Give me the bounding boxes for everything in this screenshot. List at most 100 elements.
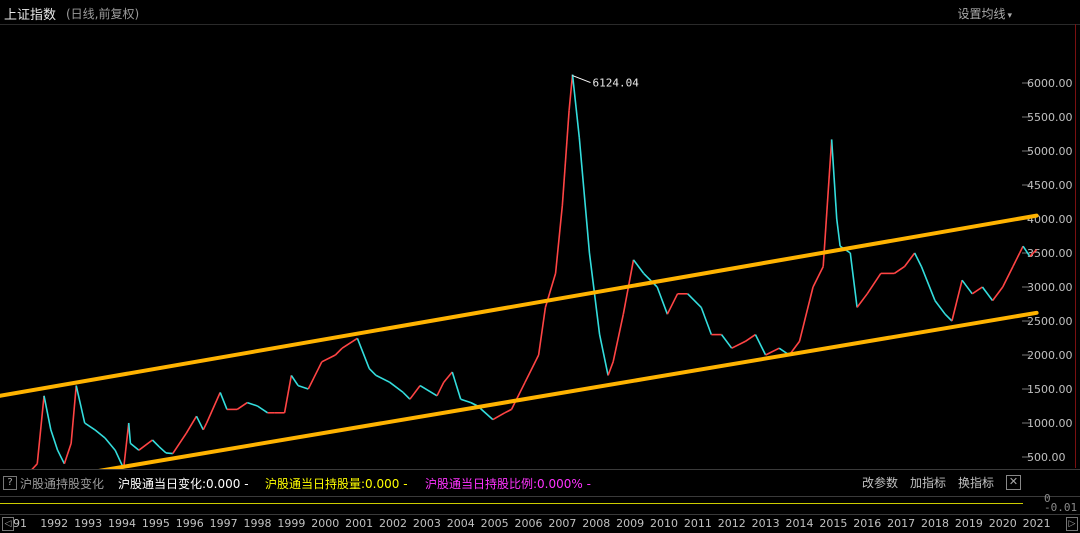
start-label: 95.79 xyxy=(24,467,57,469)
price-segment xyxy=(127,422,132,444)
channel-line-upper xyxy=(0,213,1039,398)
y-tick-label: 2000.00 xyxy=(1027,349,1073,362)
x-tick-label: 2001 xyxy=(345,517,374,530)
x-tick-label: 2002 xyxy=(378,517,407,530)
peak-label: 6124.04 xyxy=(593,77,640,90)
x-tick-label: 1993 xyxy=(74,517,103,530)
price-segment xyxy=(138,439,153,451)
price-segment xyxy=(720,334,733,349)
price-segment xyxy=(451,371,462,400)
y-tick-label: 1000.00 xyxy=(1027,417,1073,430)
y-tick-label: 3500.00 xyxy=(1027,247,1073,260)
price-segment xyxy=(402,391,411,400)
price-segment xyxy=(436,381,445,397)
price-segment xyxy=(75,385,86,424)
x-tick-label: 1997 xyxy=(209,517,238,530)
x-tick-label: 2003 xyxy=(412,517,441,530)
price-segment xyxy=(798,286,814,342)
price-chart: 500.00 1000.00 1500.00 2000.00 2500.00 3000.0… xyxy=(0,74,1073,469)
price-segment xyxy=(856,293,868,308)
price-segment xyxy=(165,452,173,455)
x-tick-label: 2008 xyxy=(582,517,611,530)
add-indicator-button[interactable]: 加指标 xyxy=(910,476,947,490)
y-tick-label: 6000.00 xyxy=(1027,77,1073,90)
price-segment xyxy=(903,252,916,268)
x-tick-label: 2014 xyxy=(785,517,814,530)
price-segment xyxy=(991,286,1004,302)
price-segment xyxy=(356,338,370,369)
price-segment xyxy=(893,265,905,275)
price-segment xyxy=(981,286,994,302)
price-segment xyxy=(754,334,767,356)
x-tick-label: 2011 xyxy=(683,517,712,530)
indicator-line xyxy=(0,503,1023,504)
price-segment xyxy=(632,259,645,274)
switch-indicator-button[interactable]: 换指标 xyxy=(958,476,995,490)
price-segment xyxy=(257,405,269,414)
price-segment xyxy=(510,381,526,410)
x-tick-label: 2006 xyxy=(514,517,543,530)
price-segment xyxy=(568,74,574,111)
x-tick-label: 2020 xyxy=(988,517,1017,530)
y-tick-label: 500.00 xyxy=(1027,451,1066,464)
price-segment xyxy=(185,415,198,434)
chart-header: 上证指数 (日线,前复权) 设置均线 ▾ xyxy=(0,0,1080,25)
x-tick-label: 2012 xyxy=(717,517,746,530)
close-icon[interactable]: ✕ xyxy=(1006,475,1021,490)
price-segment xyxy=(321,354,336,363)
x-tick-label: 2010 xyxy=(649,517,678,530)
x-tick-label: 1994 xyxy=(107,517,136,530)
y-tick-label: 4500.00 xyxy=(1027,179,1073,192)
price-segment xyxy=(961,279,973,295)
chart-right-border xyxy=(1075,24,1076,468)
edit-params-button[interactable]: 改参数 xyxy=(862,476,899,490)
price-segment xyxy=(219,392,228,410)
price-segment xyxy=(561,110,570,206)
price-segment xyxy=(43,395,52,430)
y-tick-label: 1500.00 xyxy=(1027,383,1073,396)
indicator-name[interactable]: 沪股通持股变化 xyxy=(20,477,105,491)
x-tick-label: 2021 xyxy=(1022,517,1051,530)
price-segment xyxy=(1029,249,1038,257)
price-segment xyxy=(334,347,343,356)
ma-setting-dropdown[interactable]: 设置均线 ▾ xyxy=(957,5,1012,22)
price-segment xyxy=(158,446,167,454)
price-segment xyxy=(830,139,838,220)
price-segment xyxy=(84,422,96,431)
x-axis: ◁ ▷ 91 1992 1993 1994 1995 1996 1997 1998 1999 20… xyxy=(0,514,1080,533)
x-tick-label: 2000 xyxy=(311,517,340,530)
price-segment xyxy=(951,280,963,322)
price-segment xyxy=(578,137,591,254)
indicator-panel: 0 -0.01 xyxy=(0,492,1080,514)
price-segment xyxy=(1022,245,1031,257)
price-segment xyxy=(443,371,453,383)
indicator-axis-top: 0 xyxy=(1044,492,1051,505)
x-tick-label: 2016 xyxy=(853,517,882,530)
price-segment xyxy=(419,384,438,397)
scroll-left-icon[interactable]: ◁ xyxy=(2,517,14,531)
price-segment xyxy=(36,395,45,464)
price-segment xyxy=(151,439,160,448)
x-tick-label: 2017 xyxy=(887,517,916,530)
price-segment xyxy=(236,401,248,411)
y-tick-label: 2500.00 xyxy=(1027,315,1073,328)
price-segment xyxy=(1018,245,1024,254)
price-segment xyxy=(31,463,38,469)
indicator-value-holding: 沪股通当日持股量:0.000 - xyxy=(265,477,408,491)
price-segment xyxy=(50,429,59,451)
price-segment xyxy=(656,286,669,315)
price-segment xyxy=(971,286,983,295)
price-segment xyxy=(812,266,824,288)
x-tick-label: 91 xyxy=(13,517,27,530)
price-segment xyxy=(554,205,564,274)
price-segment xyxy=(70,385,78,444)
price-segment xyxy=(849,252,858,308)
price-segment xyxy=(1002,266,1014,288)
price-segment xyxy=(944,313,953,322)
indicator-bar: ? 沪股通持股变化 沪股通当日变化:0.000 - 沪股通当日持股量:0.000… xyxy=(0,469,1080,497)
price-segment xyxy=(290,374,299,387)
x-tick-label: 2013 xyxy=(751,517,780,530)
scroll-right-icon[interactable]: ▷ xyxy=(1066,517,1078,531)
help-icon[interactable]: ? xyxy=(3,476,17,490)
x-tick-label: 2019 xyxy=(954,517,983,530)
